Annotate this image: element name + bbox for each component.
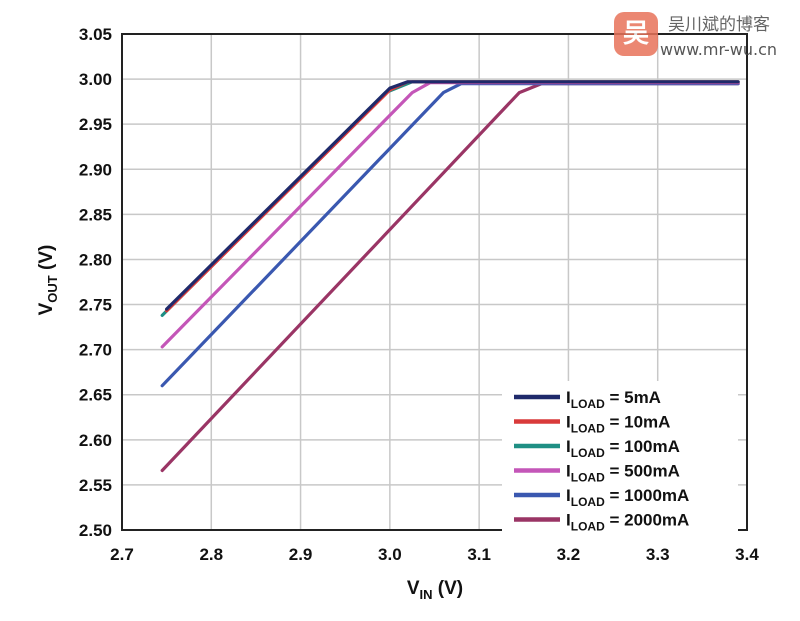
watermark: 吴 吴川斌的博客 www.mr-wu.cn (612, 4, 798, 68)
y-tick-label: 2.65 (79, 386, 112, 405)
legend-label: ILOAD = 500mA (566, 462, 680, 485)
x-tick-label: 3.2 (557, 545, 581, 564)
series-line (160, 82, 740, 388)
y-axis-title-main: V (36, 302, 57, 315)
legend-label-main: I (566, 486, 571, 505)
plot-frame (121, 33, 748, 531)
legend-label-rest: = 100mA (605, 437, 680, 456)
y-tick-label: 3.00 (79, 70, 112, 89)
legend-label-sub: LOAD (571, 495, 605, 509)
tick-labels: 2.7 2.8 2.9 3.0 3.1 3.2 3.3 3.4 2.50 2.55 2.60 2.65… (79, 25, 759, 564)
legend-label-rest: = 500mA (605, 462, 680, 481)
series-line (165, 80, 740, 311)
legend-label: ILOAD = 100mA (566, 437, 680, 460)
legend-label-main: I (566, 462, 571, 481)
legend-label-rest: = 5mA (605, 388, 661, 407)
y-tick-label: 2.80 (79, 250, 112, 269)
x-axis-title: VIN (V) (407, 578, 463, 602)
legend-background (502, 381, 738, 536)
legend-label-main: I (566, 413, 571, 432)
x-tick-label: 2.9 (289, 545, 313, 564)
legend-label-main: I (566, 388, 571, 407)
legend-label: ILOAD = 10mA (566, 413, 670, 436)
legend-label-main: I (566, 437, 571, 456)
legend-label-sub: LOAD (571, 520, 605, 534)
y-tick-label: 2.55 (79, 476, 112, 495)
y-axis-title-sub: OUT (45, 275, 60, 303)
watermark-url: www.mr-wu.cn (660, 40, 778, 59)
legend-label: ILOAD = 2000mA (566, 511, 689, 534)
y-axis-title: VOUT (V) (36, 245, 60, 316)
legend-label-sub: LOAD (571, 422, 605, 436)
x-axis-title-sub: IN (420, 587, 433, 602)
x-tick-label: 3.3 (646, 545, 670, 564)
x-tick-label: 3.4 (735, 545, 759, 564)
legend-label-rest: = 1000mA (605, 486, 690, 505)
x-tick-label: 2.8 (199, 545, 223, 564)
y-tick-label: 2.85 (79, 205, 112, 224)
y-tick-label: 2.60 (79, 431, 112, 450)
legend-label-sub: LOAD (571, 446, 605, 460)
legend-label-rest: = 2000mA (605, 511, 690, 530)
y-axis-title-unit: (V) (36, 245, 57, 276)
y-tick-label: 2.75 (79, 296, 112, 315)
grid (121, 33, 748, 531)
legend-label: ILOAD = 5mA (566, 388, 661, 411)
x-axis-title-main: V (407, 578, 420, 599)
y-tick-label: 2.90 (79, 160, 112, 179)
legend-label-rest: = 10mA (605, 413, 671, 432)
series-layer (160, 80, 740, 473)
series-line (160, 80, 740, 317)
y-tick-label: 2.70 (79, 341, 112, 360)
y-tick-label: 2.95 (79, 115, 112, 134)
legend-label: ILOAD = 1000mA (566, 486, 689, 509)
y-tick-label: 2.50 (79, 521, 112, 540)
legend-label-sub: LOAD (571, 397, 605, 411)
legend-label-main: I (566, 511, 571, 530)
watermark-logo-icon: 吴 (614, 12, 658, 56)
x-tick-label: 3.1 (467, 545, 491, 564)
x-tick-label: 3.0 (378, 545, 402, 564)
x-axis-title-unit: (V) (433, 578, 464, 599)
y-tick-label: 3.05 (79, 25, 112, 44)
x-tick-label: 2.7 (110, 545, 134, 564)
watermark-name: 吴川斌的博客 (668, 15, 770, 35)
series-line (165, 80, 740, 313)
legend-label-sub: LOAD (571, 471, 605, 485)
